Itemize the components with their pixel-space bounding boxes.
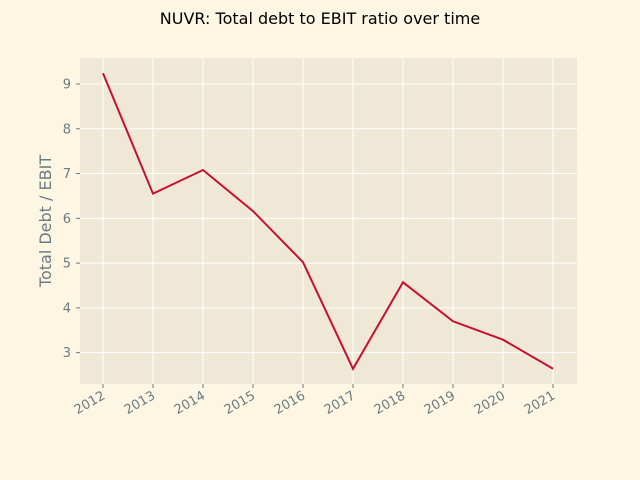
y-tick-label: 4 [63, 301, 71, 316]
grid-lines [80, 58, 577, 384]
x-axis: 2012 2013 2014 2015 2016 2017 2018 2019 2020 2021 [72, 384, 558, 418]
y-axis-label: Total Debt / EBIT [36, 155, 55, 288]
chart-title: NUVR: Total debt to EBIT ratio over time [160, 9, 480, 28]
y-axis: 3 4 5 6 7 8 9 [63, 77, 80, 361]
y-tick-label: 7 [63, 167, 71, 182]
x-tick-label: 2016 [272, 388, 308, 418]
x-tick-label: 2015 [222, 388, 258, 418]
y-tick-label: 8 [63, 122, 71, 137]
series-line [102, 72, 554, 371]
x-tick-label: 2013 [122, 388, 158, 418]
x-tick-label: 2020 [472, 388, 508, 418]
y-tick-label: 6 [63, 212, 71, 227]
plot-area [80, 58, 577, 384]
x-tick-label: 2014 [172, 388, 208, 418]
y-tick-label: 3 [63, 346, 71, 361]
y-tick-label: 5 [63, 257, 71, 272]
y-tick-label: 9 [63, 77, 71, 92]
x-tick-label: 2021 [522, 388, 558, 418]
x-tick-label: 2018 [372, 388, 408, 418]
x-tick-label: 2017 [322, 388, 358, 418]
x-tick-label: 2019 [422, 388, 458, 418]
x-tick-label: 2012 [72, 388, 108, 418]
